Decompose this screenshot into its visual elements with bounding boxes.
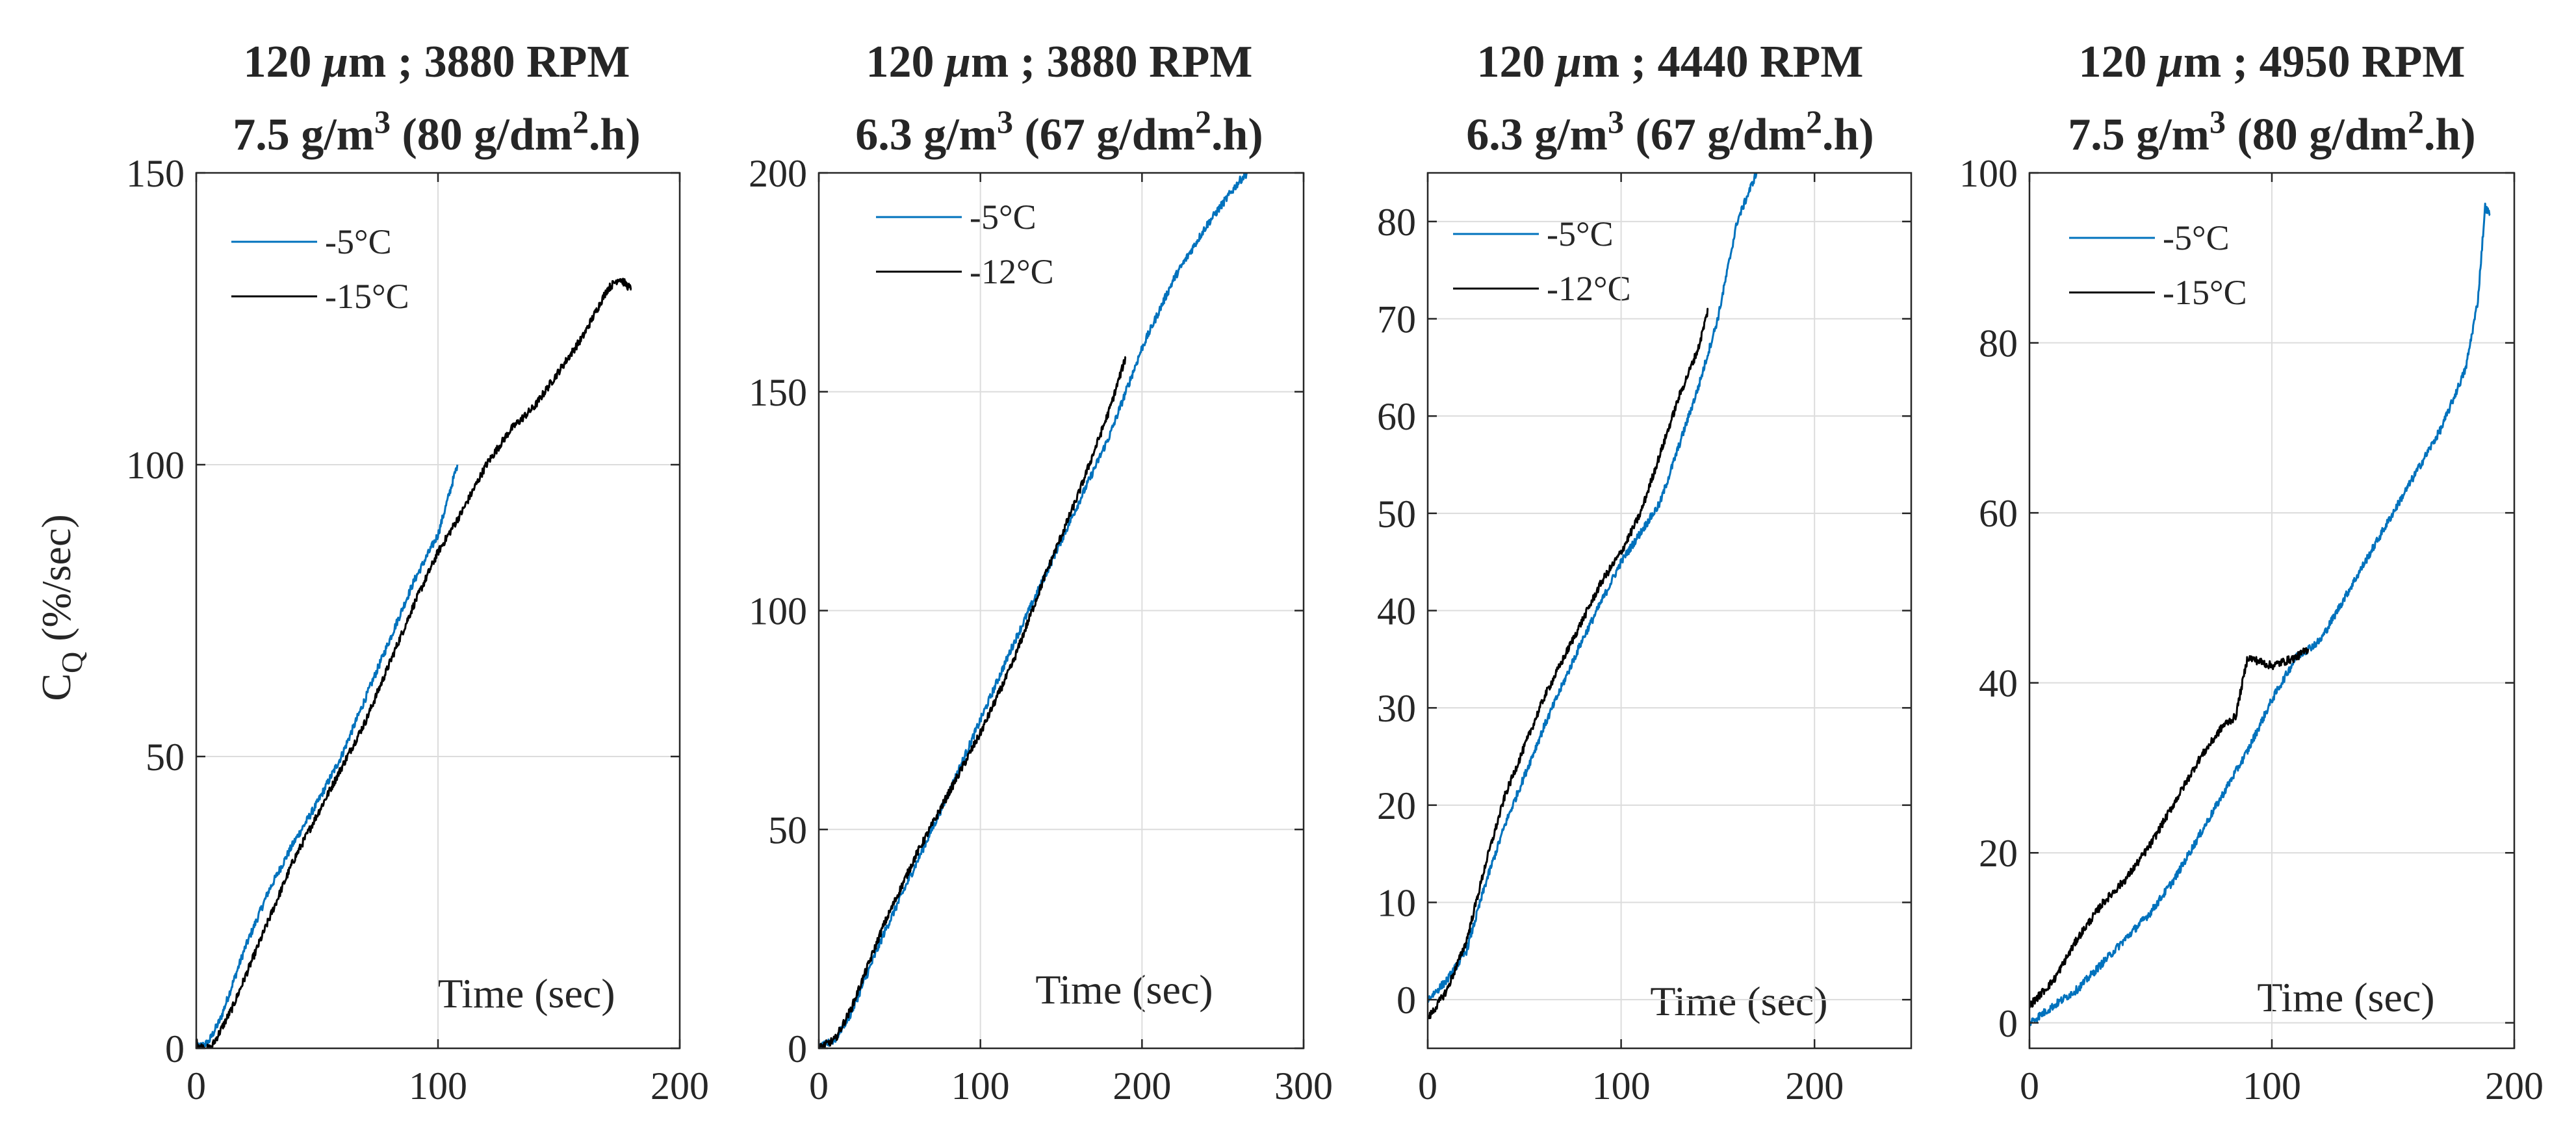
y-tick-label: 100: [1959, 152, 2018, 195]
y-tick-label: 40: [1979, 662, 2018, 705]
series-line-black: [2029, 647, 2310, 1009]
y-tick-label: 80: [1979, 322, 2018, 365]
y-tick-label: 80: [1377, 201, 1416, 244]
y-tick-label: 0: [1397, 979, 1416, 1022]
legend-label-1: -15°C: [325, 277, 409, 316]
x-axis-label: Time (sec): [2257, 974, 2434, 1020]
y-tick-label: 100: [749, 590, 807, 633]
series-line-blue: [2029, 202, 2491, 1026]
y-tick-label: 30: [1377, 687, 1416, 730]
x-tick-label: 0: [2020, 1065, 2039, 1107]
y-tick-label: 60: [1377, 395, 1416, 438]
chart-title-line1: 120 μm ; 4440 RPM: [1477, 37, 1864, 87]
x-tick-label: 100: [1592, 1065, 1651, 1107]
chart-title-line1: 120 μm ; 4950 RPM: [2079, 37, 2466, 87]
y-tick-label: 70: [1377, 298, 1416, 341]
chart-title-line2: 120 μm ; 3880 RPM: [866, 37, 1253, 87]
chart-title-line2: 6.3 g/m3 (67 g/dm2.h): [1466, 103, 1874, 160]
series-line-black: [819, 356, 1127, 1048]
x-tick-label: 0: [809, 1065, 829, 1107]
x-axis-label: Time (sec): [1650, 978, 1827, 1024]
x-axis-label: Time (sec): [1035, 966, 1213, 1013]
chart-panel-3: 120 μm ; 4440 RPM 6.3 g/m3 (67 g/dm2.h) …: [1377, 37, 1913, 1107]
y-tick-label: 150: [749, 371, 807, 414]
chart-panel-2: 120 μm ; 3880 RPM 6.3 g/m3 (67 g/dm2.h) …: [749, 37, 1333, 1107]
x-tick-label: 200: [2485, 1065, 2544, 1107]
y-tick-label: 150: [126, 152, 185, 195]
y-tick-label: 40: [1377, 590, 1416, 633]
legend-label-0: -5°C: [325, 222, 392, 261]
series-line-black: [1428, 307, 1709, 1020]
y-tick-label: 20: [1377, 784, 1416, 827]
series-line-blue: [1428, 173, 1758, 1003]
y-axis-label: CQ (%/sec): [33, 514, 88, 701]
legend-label-1: -12°C: [1547, 269, 1631, 308]
series-line-black: [196, 278, 632, 1048]
y-tick-label: 0: [788, 1028, 807, 1070]
y-tick-label: 20: [1979, 832, 2018, 875]
legend-label-1: -15°C: [2163, 273, 2247, 312]
series-line-blue: [819, 173, 1248, 1048]
x-tick-label: 300: [1274, 1065, 1333, 1107]
x-tick-label: 0: [1418, 1065, 1437, 1107]
x-tick-label: 200: [1785, 1065, 1844, 1107]
x-tick-label: 200: [650, 1065, 709, 1107]
chart-title-line2: 7.5 g/m3 (80 g/dm2.h): [2068, 103, 2476, 160]
y-tick-label: 60: [1979, 492, 2018, 535]
x-tick-label: 0: [187, 1065, 206, 1107]
chart-panel-1: 120 μm ; 3880 RPM 7.5 g/m3 (80 g/dm2.h) …: [126, 37, 709, 1107]
x-tick-label: 200: [1113, 1065, 1171, 1107]
x-axis-label: Time (sec): [437, 970, 615, 1016]
y-tick-label: 200: [749, 152, 807, 195]
chart-title-line2: 6.3 g/m3 (67 g/dm2.h): [855, 103, 1263, 160]
y-tick-label: 10: [1377, 882, 1416, 925]
x-tick-label: 100: [2243, 1065, 2301, 1107]
x-tick-label: 100: [951, 1065, 1010, 1107]
legend-label-0: -5°C: [970, 198, 1037, 237]
y-tick-label: 0: [1998, 1002, 2018, 1045]
y-tick-label: 0: [165, 1028, 185, 1070]
series-line-blue: [196, 464, 459, 1048]
chart-title-line1: 120 μm ; 3880 RPM: [244, 37, 630, 87]
chart-panel-4: 120 μm ; 4950 RPM 7.5 g/m3 (80 g/dm2.h) …: [1959, 37, 2544, 1107]
y-tick-label: 100: [126, 444, 185, 487]
legend-label-1: -12°C: [970, 252, 1054, 291]
chart-title-line2: 7.5 g/m3 (80 g/dm2.h): [233, 103, 641, 160]
legend-label-0: -5°C: [2163, 218, 2230, 257]
y-tick-label: 50: [1377, 493, 1416, 536]
legend-label-0: -5°C: [1547, 214, 1614, 253]
x-tick-label: 100: [409, 1065, 467, 1107]
y-tick-label: 50: [146, 736, 185, 779]
y-tick-label: 50: [768, 808, 807, 851]
